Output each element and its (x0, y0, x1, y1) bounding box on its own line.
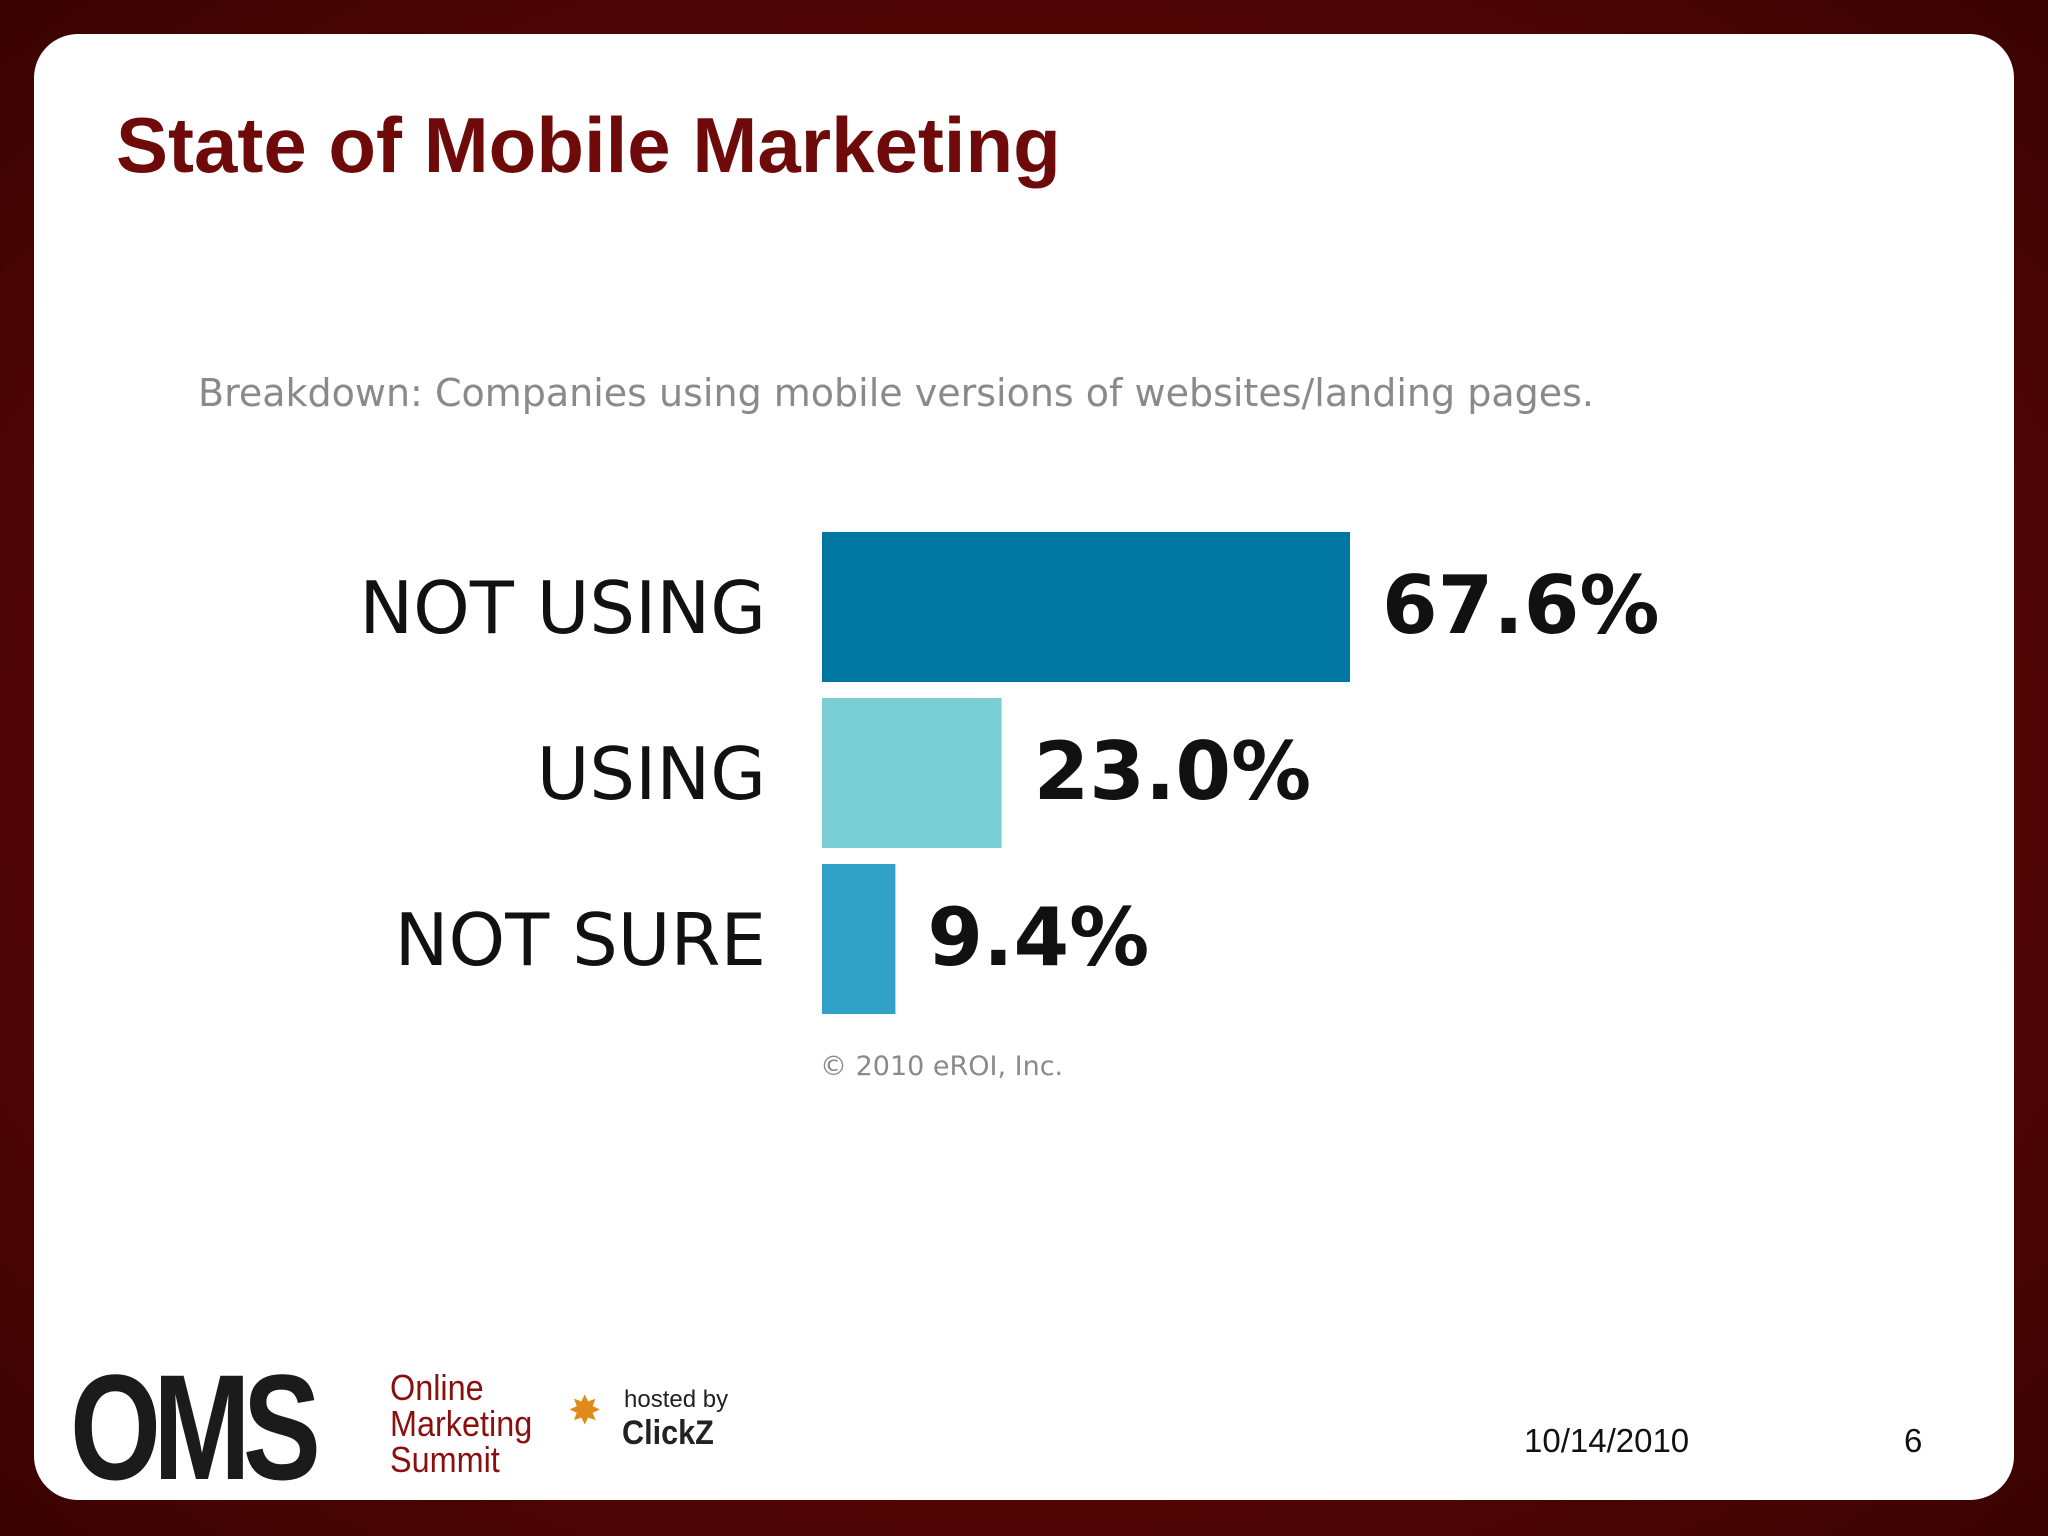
chart-title: Breakdown: Companies using mobile versio… (198, 371, 1594, 415)
hosted-by-label: hosted by (624, 1386, 729, 1413)
footer-date: 10/14/2010 (1524, 1422, 1690, 1459)
value-label-using: 23.0% (1034, 725, 1312, 818)
logo-word-marketing: Marketing (390, 1403, 533, 1444)
category-label-using: USING (537, 732, 766, 816)
category-label-not-sure: NOT SURE (395, 898, 766, 982)
category-label-not-using: NOT USING (359, 566, 766, 650)
clickz-name: ClickZ (622, 1414, 714, 1452)
bar-chart: Breakdown: Companies using mobile versio… (198, 371, 1660, 1082)
bar-not-sure (822, 864, 896, 1014)
bar-using (822, 698, 1002, 848)
bars-layer: NOT USING 67.6% USING 23.0% NOT SURE 9.4% (359, 532, 1660, 1014)
bar-not-using (822, 532, 1350, 682)
value-label-not-sure: 9.4% (927, 891, 1149, 984)
value-label-not-using: 67.6% (1382, 559, 1660, 652)
logo-word-summit: Summit (390, 1439, 500, 1480)
oms-logo: OMS (70, 1343, 321, 1500)
oms-logo-words: Online Marketing Summit (390, 1370, 532, 1478)
clickz-logo: ✸ hosted by ClickZ (568, 1386, 748, 1466)
chart-source: © 2010 eROI, Inc. (820, 1051, 1063, 1082)
slide: State of Mobile Marketing Breakdown: Com… (34, 34, 2014, 1500)
slide-title: State of Mobile Marketing (116, 101, 1061, 189)
page-number: 6 (1904, 1422, 1923, 1459)
logo-word-online: Online (390, 1367, 484, 1408)
clickz-cursor-icon: ✸ (568, 1388, 602, 1434)
